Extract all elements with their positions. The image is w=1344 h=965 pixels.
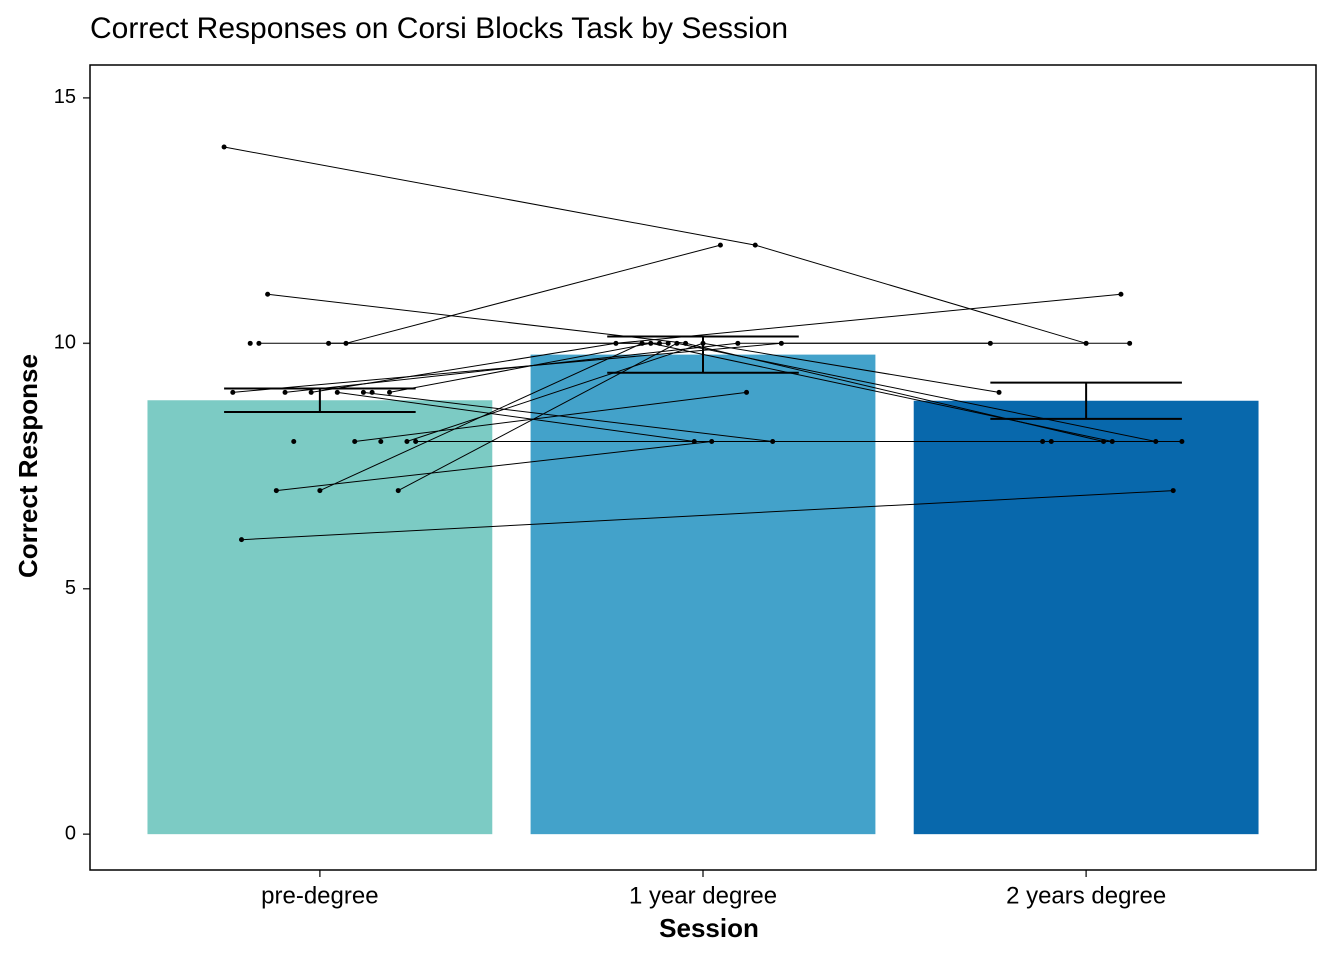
subject-point xyxy=(404,438,410,444)
subject-point xyxy=(239,537,245,543)
error-bar xyxy=(990,381,1182,420)
bar xyxy=(530,354,876,835)
x-tick-label: 1 year degree xyxy=(629,882,777,909)
subject-point xyxy=(744,389,750,395)
y-tick-label: 0 xyxy=(65,822,76,844)
subject-point xyxy=(1127,340,1133,346)
subject-line xyxy=(276,441,712,492)
subject-point xyxy=(987,340,993,346)
x-tick-label: pre-degree xyxy=(261,882,378,909)
subject-point xyxy=(273,488,279,494)
subject-point xyxy=(1170,488,1176,494)
subject-line xyxy=(354,391,747,442)
subject-point xyxy=(413,438,419,444)
y-tick-label: 5 xyxy=(65,577,76,599)
subject-point xyxy=(996,389,1002,395)
subject-point xyxy=(387,389,393,395)
subject-line xyxy=(224,146,1087,344)
subject-point xyxy=(334,389,340,395)
chart-title: Correct Responses on Corsi Blocks Task b… xyxy=(90,12,788,45)
x-axis-label: Session xyxy=(659,913,759,943)
subject-point xyxy=(717,242,723,248)
subject-point xyxy=(1048,438,1054,444)
subject-point xyxy=(317,488,323,494)
subject-point xyxy=(735,340,741,346)
x-tick-label: 2 years degree xyxy=(1006,882,1166,909)
subject-point xyxy=(360,389,366,395)
subject-point xyxy=(352,438,358,444)
subject-point xyxy=(395,488,401,494)
subject-point xyxy=(665,340,671,346)
error-bar xyxy=(224,387,416,414)
subject-point xyxy=(265,291,271,297)
subject-point xyxy=(674,340,680,346)
subject-line xyxy=(345,244,721,344)
subject-point xyxy=(1118,291,1124,297)
subject-point xyxy=(1179,438,1185,444)
subject-point xyxy=(369,389,375,395)
bar xyxy=(913,400,1259,835)
subject-point xyxy=(256,340,262,346)
subject-point xyxy=(656,340,662,346)
y-axis-label: Correct Response xyxy=(13,354,43,578)
y-tick-label: 10 xyxy=(54,332,76,354)
error-bar xyxy=(607,335,799,374)
subject-point xyxy=(247,340,253,346)
subject-point xyxy=(308,389,314,395)
subject-line xyxy=(241,490,1174,541)
plot-border xyxy=(89,64,1317,871)
subject-point xyxy=(221,144,227,150)
bar xyxy=(147,400,493,835)
subject-point xyxy=(378,438,384,444)
subject-point xyxy=(230,389,236,395)
subject-point xyxy=(291,438,297,444)
subject-point xyxy=(691,438,697,444)
y-tick-label: 15 xyxy=(54,86,76,108)
subject-point xyxy=(752,242,758,248)
subject-point xyxy=(282,389,288,395)
